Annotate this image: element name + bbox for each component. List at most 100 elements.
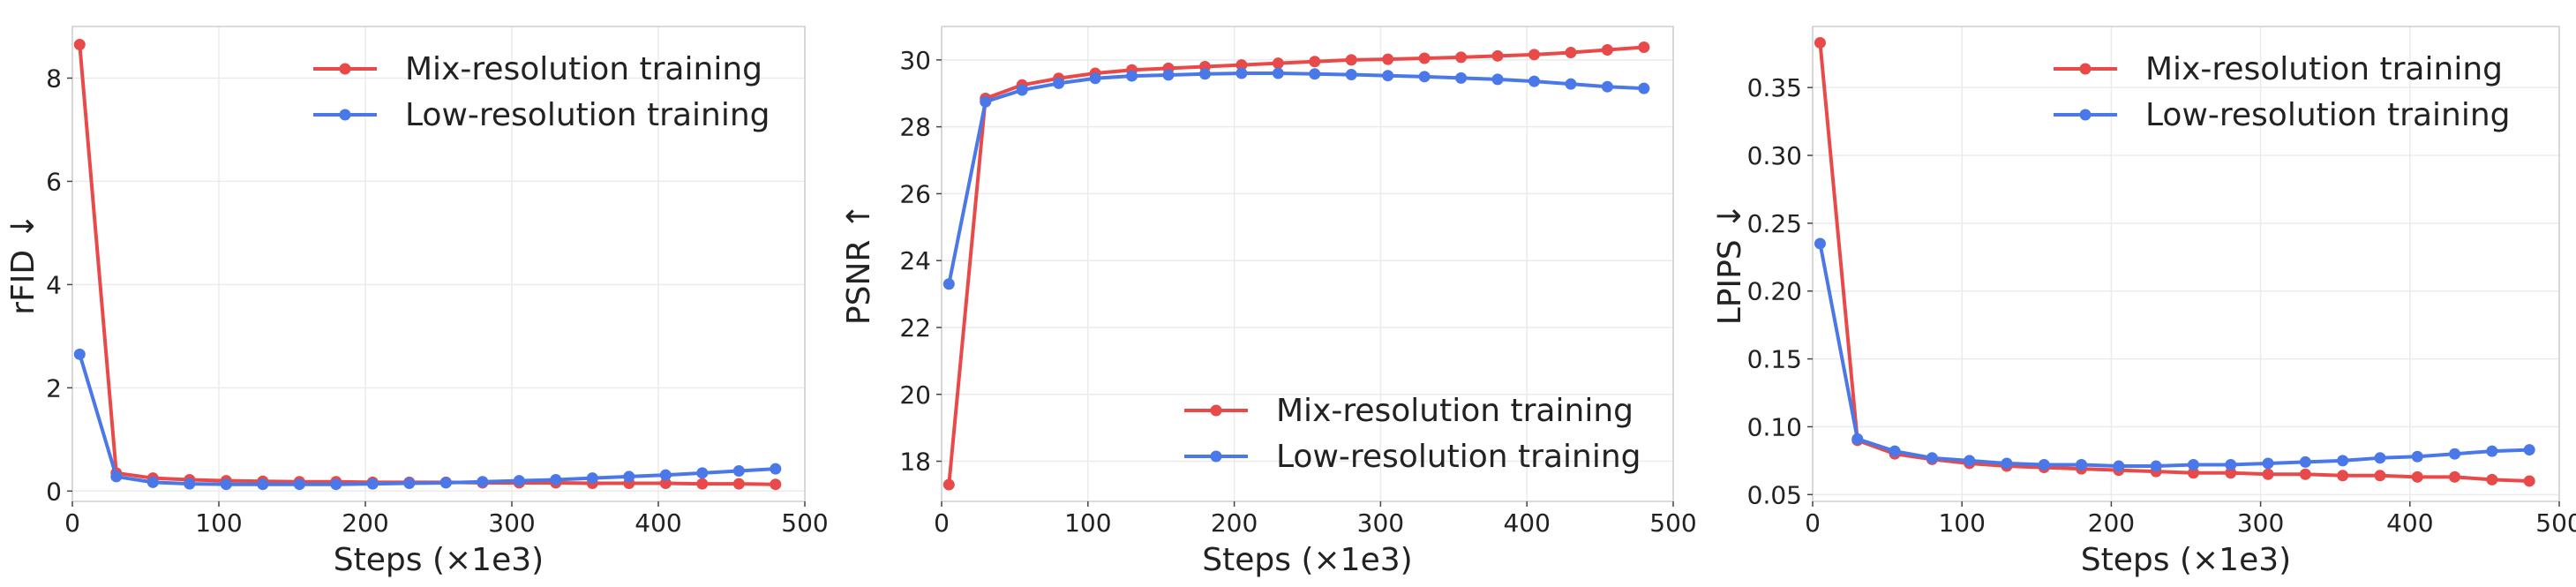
data-point [2374,470,2386,482]
y-tick-label: 0 [46,477,62,506]
chart-panel-3: 0 100 200 300 400 500 0.05 0.10 0.15 0.20 0.25 0.30… [1712,26,2576,578]
data-point [770,463,782,475]
y-tick-label: 0.15 [1747,345,1802,374]
data-point [659,478,672,490]
legend-label: Low-resolution training [1276,439,1641,475]
data-point [1455,71,1468,84]
data-point [1638,82,1650,94]
plot-frame [71,26,806,502]
x-tick-label: 500 [1649,508,1696,538]
series-low-resolution [943,67,1650,290]
data-point [2523,444,2535,456]
data-point [1382,70,1394,82]
data-point [2187,458,2199,470]
data-point [2299,455,2311,468]
legend-marker [1210,450,1222,463]
x-tick-label: 300 [1357,508,1404,538]
y-tick-label: 6 [46,167,62,196]
data-point [732,478,745,490]
data-point [1235,67,1248,79]
data-point [110,470,123,483]
data-point [1528,75,1540,87]
data-point [403,478,416,490]
data-point [146,476,159,488]
x-tick-label: 200 [342,508,388,538]
y-tick-label: 4 [46,270,62,299]
series-low-resolution [1814,237,2535,472]
data-point [1964,455,1976,467]
legend-marker [339,63,351,75]
y-tick-label: 2 [46,373,62,403]
data-point [2486,473,2498,485]
legend: Mix-resolution training Low-resolution tr… [313,51,770,133]
data-point [1491,49,1504,62]
data-point [2337,455,2349,467]
legend: Mix-resolution training Low-resolution tr… [2054,51,2511,133]
y-tick-label: 0.35 [1747,73,1802,102]
x-tick-label: 0 [934,508,950,538]
data-point [623,470,635,483]
data-point [2001,457,2013,470]
data-point [1345,69,1357,81]
data-point [2262,457,2274,470]
data-point [2038,458,2050,470]
chart-panel-2: 0 100 200 300 400 500 18 20 22 24 26 28 30 Steps (×1e… [841,26,1697,578]
data-point [2523,475,2535,487]
data-point [1455,51,1468,64]
data-point [1235,59,1248,71]
x-tick-label: 300 [488,508,535,538]
data-point [1638,41,1650,53]
series-line [947,71,1644,285]
data-point [980,95,992,108]
data-point [1345,54,1357,66]
data-point [1889,445,1901,457]
legend-marker [1210,404,1222,417]
data-point [1565,47,1577,59]
series-low-resolution [73,348,782,491]
data-point [1016,84,1028,96]
x-tick-label: 100 [1064,508,1111,538]
data-point [1198,68,1211,80]
data-point [550,473,562,485]
data-point [1851,433,1864,445]
plot-area [72,26,805,501]
data-point [1491,73,1504,86]
plot-area [1813,26,2559,501]
data-point [1601,44,1613,56]
y-tick-label: 24 [899,246,931,275]
x-tick-label: 400 [635,508,681,538]
x-tick-label: 400 [1503,508,1550,538]
data-point [2486,445,2498,457]
y-axis-label: LPIPS ↓ [1712,203,1748,326]
data-point [1926,452,1938,464]
legend: Mix-resolution training Low-resolution tr… [1184,393,1641,475]
data-point [586,472,598,485]
y-tick-label: 0.20 [1747,277,1802,306]
data-point [1528,49,1540,61]
data-point [1382,53,1394,65]
x-tick-label: 200 [2088,508,2135,538]
y-tick-label: 0.25 [1747,209,1802,238]
legend-label: Mix-resolution training [405,51,762,87]
data-point [477,476,489,488]
data-point [1309,56,1321,68]
data-point [2449,470,2461,483]
x-tick-label: 300 [2237,508,2284,538]
series-line [78,353,776,486]
data-point [770,478,782,491]
y-tick-label: 0.05 [1747,480,1802,509]
data-point [696,478,709,490]
data-point [1162,69,1175,81]
data-point [1089,72,1101,85]
y-tick-label: 22 [899,313,931,342]
data-point [943,478,955,491]
legend-marker [2079,109,2092,121]
data-point [2113,460,2125,472]
data-point [659,469,672,481]
data-point [1814,237,1826,250]
data-point [1053,77,1065,89]
data-point [73,38,86,50]
data-point [2076,458,2088,470]
series-line [1818,243,2530,469]
data-point [366,478,379,490]
